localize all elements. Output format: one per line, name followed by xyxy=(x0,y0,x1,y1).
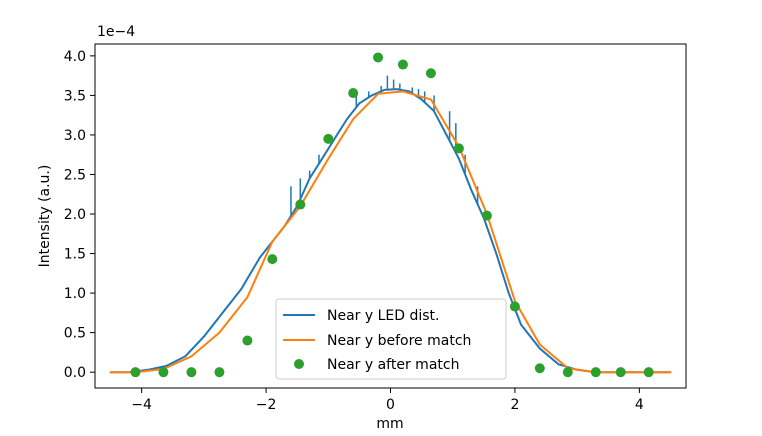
x-tick-label: −2 xyxy=(256,397,277,413)
data-point-near-y-after-match xyxy=(562,367,573,378)
y-tick-label: 1.5 xyxy=(64,247,86,263)
data-point-near-y-after-match xyxy=(158,367,169,378)
data-point-near-y-after-match xyxy=(615,367,626,378)
y-tick-label: 0.0 xyxy=(64,365,86,381)
x-tick-label: 0 xyxy=(386,397,395,413)
y-axis-ticks: 0.0 0.5 1.0 1.5 2.0 2.5 3.0 3.5 4.0 xyxy=(64,49,95,381)
x-axis-ticks: −4 −2 0 2 4 xyxy=(131,388,644,413)
legend-label-led-dist: Near y LED dist. xyxy=(327,308,440,324)
data-point-near-y-after-match xyxy=(590,367,601,378)
y-tick-label: 1.0 xyxy=(64,286,86,302)
legend-swatch-after-match xyxy=(294,359,304,369)
y-tick-label: 3.5 xyxy=(64,88,86,104)
data-point-near-y-after-match xyxy=(186,367,197,378)
y-tick-label: 2.5 xyxy=(64,167,86,183)
data-point-near-y-after-match xyxy=(130,367,141,378)
data-point-near-y-after-match xyxy=(323,133,334,144)
y-tick-label: 4.0 xyxy=(64,49,86,65)
data-point-near-y-after-match xyxy=(242,335,253,346)
data-point-near-y-after-match xyxy=(643,367,654,378)
y-tick-label: 2.0 xyxy=(64,207,86,223)
data-point-near-y-after-match xyxy=(425,68,436,79)
y-axis-label: Intensity (a.u.) xyxy=(37,165,53,268)
data-point-near-y-after-match xyxy=(214,367,225,378)
y-tick-label: 0.5 xyxy=(64,326,86,342)
plot-area xyxy=(109,52,672,378)
data-point-near-y-after-match xyxy=(453,143,464,154)
legend-frame xyxy=(275,298,507,380)
y-tick-label: 3.0 xyxy=(64,128,86,144)
x-tick-label: −4 xyxy=(131,397,152,413)
data-point-near-y-after-match xyxy=(373,52,384,63)
data-point-near-y-after-match xyxy=(295,199,306,210)
legend-label-before-match: Near y before match xyxy=(327,333,471,349)
data-point-near-y-after-match xyxy=(348,88,359,99)
legend: Near y LED dist. Near y before match Nea… xyxy=(275,298,507,380)
series-line-near-y-before-match xyxy=(109,90,672,374)
data-point-near-y-after-match xyxy=(397,59,408,70)
x-tick-label: 4 xyxy=(635,397,644,413)
data-point-near-y-after-match xyxy=(267,254,278,265)
data-point-near-y-after-match xyxy=(481,210,492,221)
data-point-near-y-after-match xyxy=(534,363,545,374)
legend-label-after-match: Near y after match xyxy=(327,357,459,373)
series-line-near-y-led-dist xyxy=(109,88,672,374)
x-tick-label: 2 xyxy=(510,397,519,413)
y-axis-offset-label: 1e−4 xyxy=(97,24,135,40)
x-axis-label: mm xyxy=(376,416,403,432)
data-point-near-y-after-match xyxy=(509,301,520,312)
